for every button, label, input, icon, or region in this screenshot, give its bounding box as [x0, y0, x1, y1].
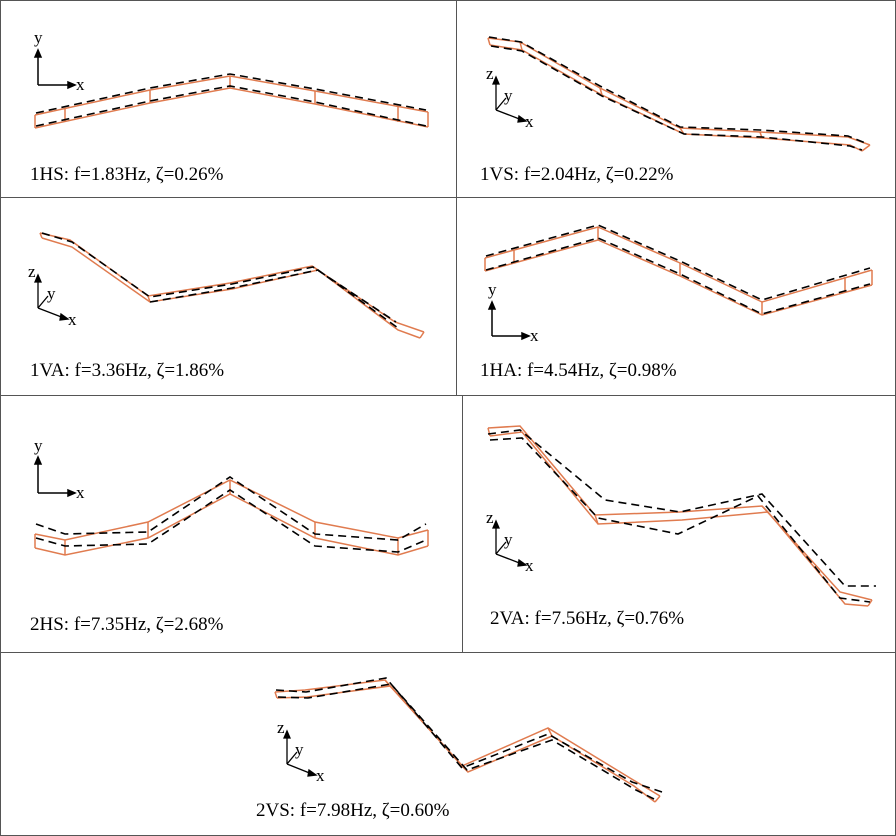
axes-1ha — [487, 300, 531, 341]
axis-label-x-2vs: x — [316, 766, 325, 785]
model-shape-2vs — [274, 679, 661, 803]
caption-2va: 2VA: f=7.56Hz, ζ=0.76% — [490, 608, 685, 629]
caption-1ha: 1HA: f=4.54Hz, ζ=0.98% — [480, 360, 677, 381]
axis-label-y-2hs: y — [34, 436, 43, 455]
axes-2hs — [33, 455, 77, 498]
axes-1vs — [492, 75, 528, 123]
axis-label-y-1va: y — [47, 284, 56, 303]
axis-label-x-1ha: x — [530, 326, 539, 345]
axis-label-y-2va: y — [504, 530, 513, 549]
caption-1va: 1VA: f=3.36Hz, ζ=1.86% — [30, 360, 225, 381]
axes-2vs — [283, 729, 318, 777]
axis-label-z-2va: z — [486, 508, 494, 527]
model-shape-2hs — [34, 479, 429, 556]
caption-2vs: 2VS: f=7.98Hz, ζ=0.60% — [256, 800, 450, 821]
measured-shape-2va — [487, 429, 876, 603]
measured-shape-1vs — [488, 36, 869, 151]
axis-label-x-1va: x — [68, 310, 77, 329]
axis-label-y-1hs: y — [34, 28, 43, 47]
axes-1va — [34, 273, 70, 321]
measured-shape-1hs — [35, 73, 427, 127]
axis-label-x-1vs: x — [525, 112, 534, 131]
axis-label-x-1hs: x — [76, 75, 85, 94]
measured-shape-2vs — [275, 677, 663, 801]
axis-label-z-1vs: z — [486, 64, 494, 83]
axes-2va — [492, 519, 528, 567]
axes-1hs — [33, 48, 77, 90]
axis-label-x-2hs: x — [76, 483, 85, 502]
model-shape-2va — [487, 425, 873, 607]
model-shape-1ha — [484, 226, 873, 316]
axis-label-y-1vs: y — [504, 86, 513, 105]
axis-label-x-2va: x — [525, 556, 534, 575]
measured-shape-2hs — [35, 476, 427, 553]
axis-label-z-2vs: z — [277, 718, 285, 737]
axis-label-z-1va: z — [28, 262, 36, 281]
caption-2hs: 2HS: f=7.35Hz, ζ=2.68% — [30, 614, 224, 635]
axis-label-y-1ha: y — [488, 280, 497, 299]
caption-1hs: 1HS: f=1.83Hz, ζ=0.26% — [30, 164, 224, 185]
measured-shape-1va — [41, 232, 399, 329]
caption-1vs: 1VS: f=2.04Hz, ζ=0.22% — [480, 164, 674, 185]
model-shape-1hs — [34, 75, 429, 129]
axis-label-y-2vs: y — [295, 740, 304, 759]
